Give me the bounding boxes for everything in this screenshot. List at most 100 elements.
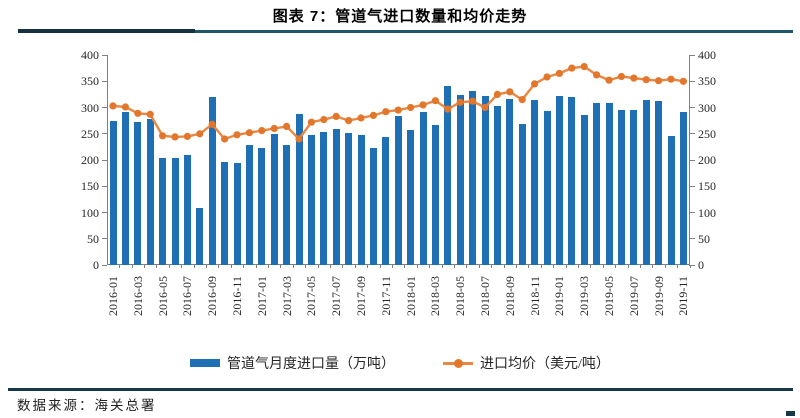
x-tick: [528, 265, 530, 268]
y-tick-left: [102, 107, 107, 108]
x-tick: [354, 265, 356, 268]
bar: [444, 85, 452, 265]
y-axis-label-left: 100: [81, 205, 99, 220]
bar: [134, 122, 142, 265]
legend-item-line: 进口均价（美元/吨）: [443, 353, 610, 373]
line-marker: [580, 63, 588, 71]
x-axis-label: 2016-01: [106, 276, 120, 316]
line-marker: [270, 124, 278, 133]
line-marker: [258, 127, 266, 135]
bar: [518, 123, 526, 265]
x-tick: [379, 265, 381, 268]
x-tick: [119, 265, 121, 268]
bar: [196, 208, 204, 265]
line-marker: [233, 131, 241, 139]
line-marker: [221, 135, 229, 143]
bar: [183, 154, 191, 265]
x-tick: [218, 265, 220, 268]
x-tick: [627, 265, 629, 268]
x-axis-label: 2017-07: [329, 276, 344, 316]
bar: [208, 97, 216, 265]
bar: [593, 102, 601, 265]
x-axis-label: 2016-09: [205, 276, 220, 316]
x-tick: [553, 265, 555, 268]
x-axis-label: 2016-05: [155, 276, 170, 316]
bar: [543, 111, 551, 265]
y-tick-left: [102, 54, 107, 56]
bar: [456, 94, 464, 265]
y-axis-label-left: 150: [81, 179, 99, 194]
y-tick-left: [102, 212, 107, 213]
line-marker: [146, 110, 154, 118]
y-axis-label-right: 200: [698, 153, 716, 167]
x-axis-label: 2018-03: [428, 276, 443, 316]
bar: [121, 111, 129, 265]
x-tick: [280, 265, 282, 268]
y-tick-left: [102, 159, 107, 161]
bar: [171, 157, 179, 265]
x-axis-label: 2018-05: [453, 276, 468, 316]
x-tick: [181, 265, 183, 268]
line-marker: [171, 133, 179, 141]
y-axis-label-left: 0: [93, 258, 99, 272]
line-marker: [531, 80, 539, 88]
bar: [283, 145, 291, 265]
y-tick-left: [102, 264, 107, 266]
x-axis-label: 2019-07: [626, 276, 641, 316]
x-tick: [503, 265, 505, 268]
x-tick: [578, 265, 579, 268]
bar: [605, 103, 613, 265]
line-marker: [345, 117, 353, 125]
y-axis-label-left: 400: [81, 48, 99, 62]
x-axis-label: 2016-07: [180, 276, 195, 316]
x-axis-label: 2018-11: [527, 276, 542, 316]
line-marker: [518, 96, 526, 104]
line-marker: [121, 103, 129, 111]
bar: [382, 136, 390, 265]
y-axis-label-left: 350: [81, 74, 99, 89]
x-tick: [317, 265, 319, 268]
x-axis-label: 2017-05: [304, 276, 319, 316]
x-axis-label: 2019-03: [577, 276, 592, 316]
y-tick-left: [102, 133, 107, 135]
x-tick: [602, 265, 604, 268]
bar: [109, 120, 117, 265]
bar: [233, 162, 241, 265]
x-tick: [330, 265, 331, 268]
x-axis-label: 2019-11: [676, 276, 691, 316]
x-tick: [243, 265, 245, 268]
line-marker: [469, 97, 477, 105]
x-tick: [392, 265, 393, 268]
bar: [642, 100, 650, 265]
title-rule-right: [195, 30, 793, 33]
line-marker: [159, 132, 167, 140]
line-marker: [419, 101, 427, 109]
line-marker: [134, 109, 142, 117]
x-tick: [441, 265, 443, 268]
bar: [307, 134, 315, 265]
x-axis-label: 2016-03: [130, 276, 145, 316]
y-tick-right: [689, 264, 695, 266]
line-marker: [593, 71, 601, 79]
legend-item-bar: 管道气月度进口量（万吨）: [190, 353, 395, 373]
line-marker: [196, 130, 204, 138]
line-marker: [543, 73, 551, 81]
bar: [617, 110, 625, 265]
bar: [295, 113, 303, 265]
bar: [679, 111, 687, 265]
x-axis-label: 2017-03: [279, 276, 294, 316]
y-axis-label-left: 300: [81, 100, 99, 115]
bar: [345, 133, 353, 265]
x-axis-label: 2017-11: [378, 276, 393, 316]
bar: [506, 99, 514, 265]
chart-legend: 管道气月度进口量（万吨） 进口均价（美元/吨）: [0, 353, 800, 373]
y-axis-label-right: 100: [698, 205, 716, 220]
y-tick-right: [689, 107, 695, 108]
line-marker: [431, 97, 439, 105]
page-corner-mark: [786, 411, 795, 416]
bar: [270, 133, 278, 265]
bar: [320, 132, 328, 265]
bar: [580, 115, 588, 265]
bar: [419, 111, 427, 265]
bar: [221, 162, 229, 265]
